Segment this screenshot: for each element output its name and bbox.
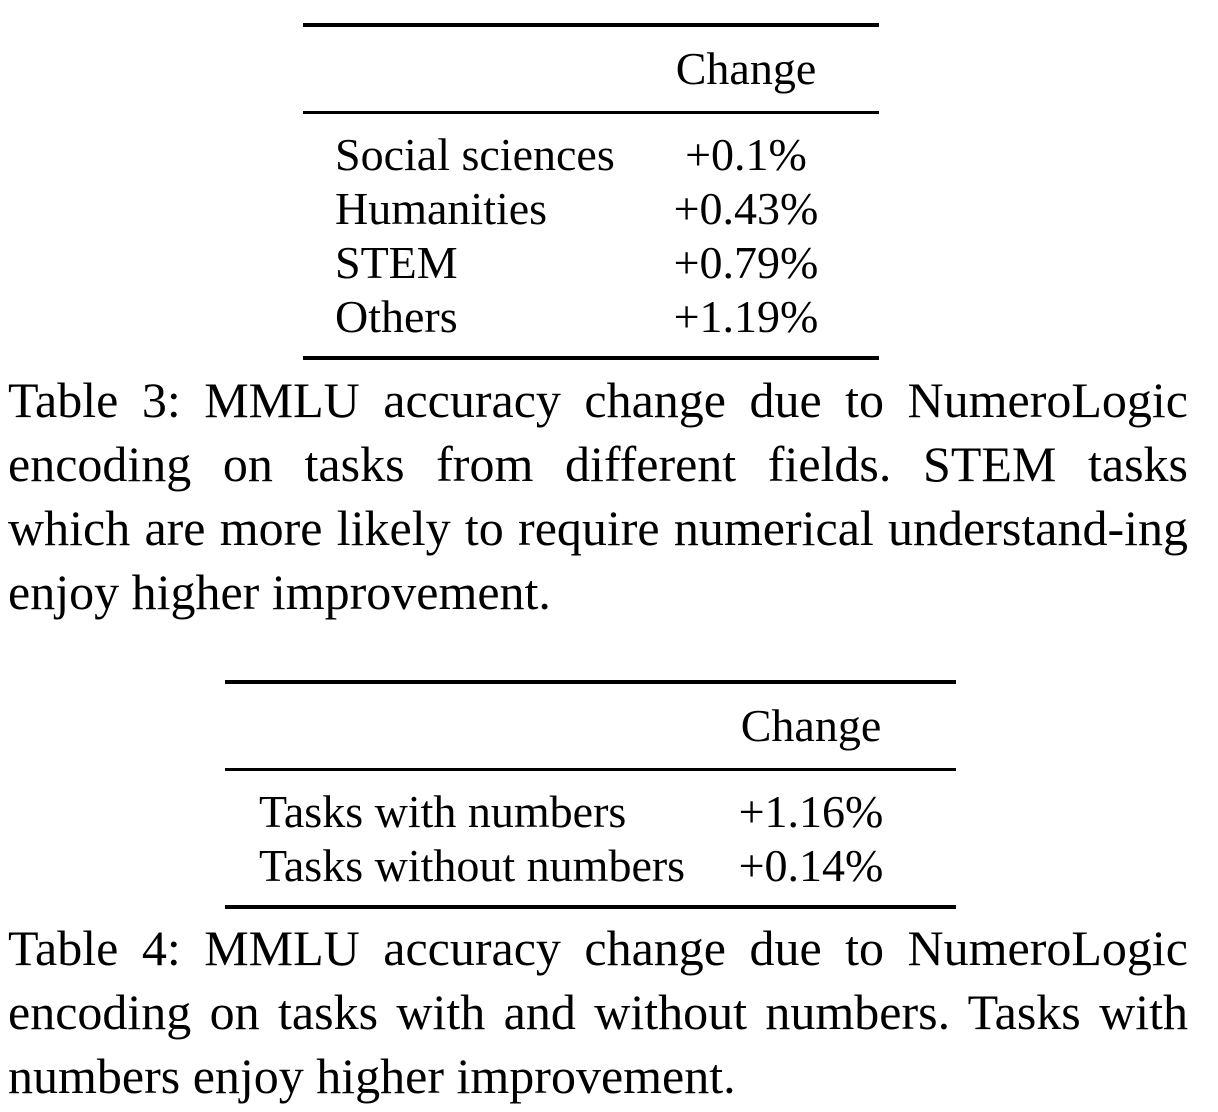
row-value: +0.1% (685, 129, 807, 180)
row-value: +1.19% (673, 291, 819, 342)
table-row: Tasks with numbers +1.16% (225, 785, 956, 839)
row-value: +0.79% (673, 237, 819, 288)
table-3-caption: Table 3: MMLU accuracy change due to Num… (8, 372, 1188, 620)
row-label: Tasks with numbers (259, 786, 627, 837)
mid-rule (303, 111, 879, 114)
header-row: Change (225, 684, 956, 768)
table-row: Humanities +0.43% (303, 182, 879, 236)
mid-rule (225, 768, 956, 771)
table-4-grid: Change (225, 684, 956, 768)
top-rule (303, 23, 879, 27)
table-row: Social sciences +0.1% (303, 128, 879, 182)
header-label-cell (303, 27, 621, 111)
table-row: Others +1.19% (303, 290, 879, 344)
header-label-cell (225, 684, 696, 768)
header-change: Change (740, 700, 882, 751)
top-rule (225, 680, 956, 684)
row-label: Humanities (335, 183, 548, 234)
table-3-body: Social sciences +0.1% Humanities +0.43% … (303, 114, 879, 356)
table-4: Change Tasks with numbers +1.16% Tasks w… (225, 680, 956, 909)
row-label: Others (335, 291, 458, 342)
table-4-body: Tasks with numbers +1.16% Tasks without … (225, 771, 956, 905)
row-value: +0.14% (738, 840, 884, 891)
bottom-rule (303, 356, 879, 360)
header-change: Change (675, 43, 817, 94)
bottom-rule (225, 905, 956, 909)
table-row: Tasks without numbers +0.14% (225, 839, 956, 893)
table-3: Change Social sciences +0.1% Humanities … (303, 23, 879, 360)
table-4-caption: Table 4: MMLU accuracy change due to Num… (8, 920, 1188, 1104)
row-label: Tasks without numbers (259, 840, 686, 891)
row-label: STEM (335, 237, 458, 288)
row-value: +0.43% (673, 183, 819, 234)
table-row: STEM +0.79% (303, 236, 879, 290)
table-3-grid: Change (303, 27, 879, 111)
row-value: +1.16% (738, 786, 884, 837)
row-label: Social sciences (335, 129, 615, 180)
header-row: Change (303, 27, 879, 111)
